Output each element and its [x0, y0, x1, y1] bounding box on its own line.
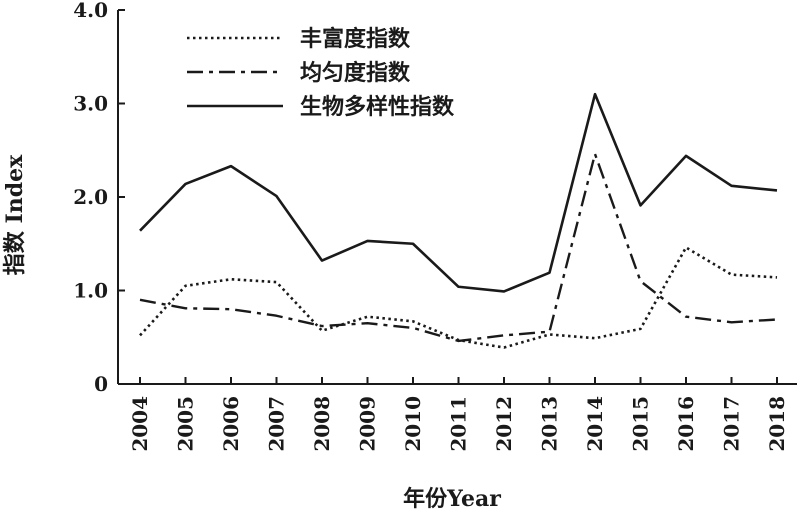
series-line-1	[139, 246, 778, 349]
x-tick-label: 2010	[401, 396, 425, 452]
x-tick-label: 2009	[356, 396, 380, 452]
x-tick-label: 2018	[765, 396, 789, 452]
y-tick-label: 2.0	[73, 185, 108, 209]
x-tick-label: 2008	[310, 396, 334, 452]
legend-label-3: 生物多样性指数	[300, 94, 455, 120]
x-tick-label: 2006	[219, 396, 243, 452]
series-line-2	[139, 152, 778, 343]
x-tick-label: 2007	[265, 396, 289, 452]
y-tick-label: 0	[94, 372, 108, 396]
legend-label-1: 丰富度指数	[300, 26, 411, 52]
x-tick-label: 2011	[447, 396, 471, 452]
x-tick-label: 2004	[128, 396, 152, 452]
series-group	[139, 92, 778, 349]
legend-label-2: 均匀度指数	[300, 60, 411, 86]
y-tick-label: 3.0	[73, 92, 108, 116]
y-tick-label: 1.0	[73, 279, 108, 303]
x-ticks: 2004 2005 2006 2007 2008 2009 2010 2011 2012 2013…	[128, 377, 789, 452]
series-line-3	[139, 92, 778, 293]
x-tick-label: 2014	[583, 396, 607, 452]
x-tick-label: 2012	[492, 396, 516, 452]
x-tick-label: 2013	[538, 396, 562, 452]
y-axis-label: 指数 Index	[2, 154, 28, 275]
x-tick-label: 2005	[174, 396, 198, 452]
y-tick-label: 4.0	[73, 0, 108, 22]
x-tick-label: 2017	[720, 396, 744, 452]
x-tick-label: 2016	[674, 396, 698, 452]
y-ticks: 0 1.0 2.0 3.0 4.0	[73, 0, 125, 396]
x-axis-label: 年份Year	[403, 486, 501, 512]
x-tick-label: 2015	[629, 396, 653, 452]
